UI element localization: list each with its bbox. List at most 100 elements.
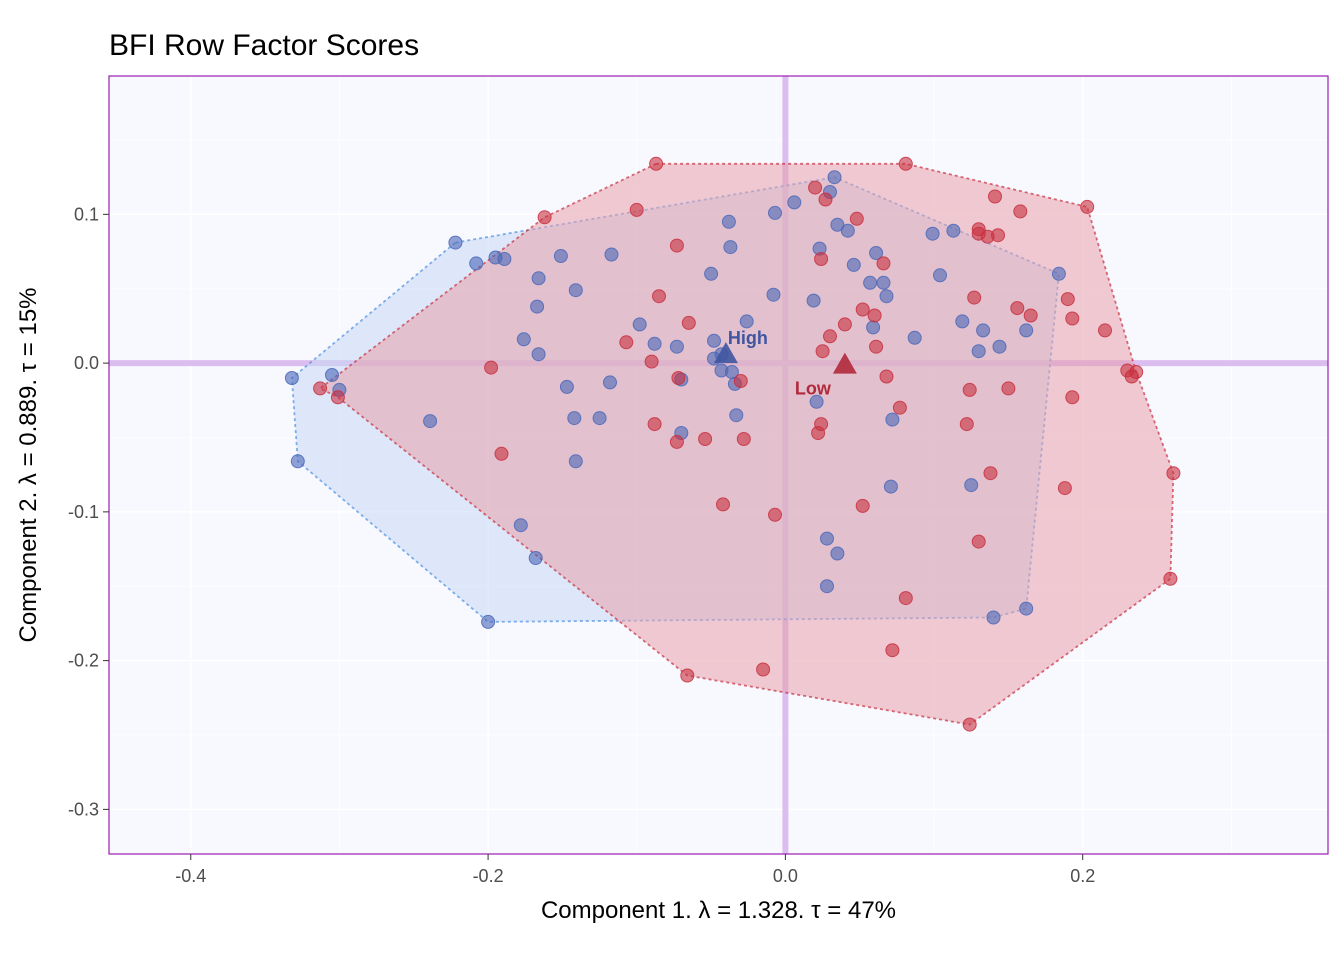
- point-low: [869, 339, 884, 354]
- point-low: [681, 315, 696, 330]
- point-low: [537, 210, 552, 225]
- point-low: [818, 192, 833, 207]
- point-low: [733, 374, 748, 388]
- point-high: [830, 546, 845, 561]
- point-high: [946, 223, 961, 238]
- point-low: [815, 344, 830, 359]
- point-low: [885, 643, 900, 658]
- point-high: [481, 614, 496, 629]
- point-high: [955, 314, 970, 329]
- x-tick-label: 0.2: [1070, 866, 1095, 886]
- point-low: [669, 434, 684, 449]
- point-high: [704, 266, 719, 281]
- x-tick-label: -0.2: [473, 866, 504, 886]
- point-high: [559, 379, 574, 394]
- point-low: [1098, 323, 1112, 338]
- point-low: [1065, 311, 1080, 326]
- point-high: [976, 323, 991, 338]
- point-high: [766, 287, 781, 302]
- point-high: [528, 551, 543, 565]
- point-high: [885, 412, 900, 427]
- point-low: [671, 371, 686, 385]
- centroid-low: [832, 352, 857, 374]
- point-low: [1129, 365, 1144, 379]
- y-tick-label: 0.1: [74, 204, 99, 224]
- point-high: [992, 339, 1007, 354]
- point-low: [313, 381, 328, 396]
- point-high: [290, 454, 305, 469]
- point-low: [1023, 308, 1038, 323]
- point-low: [768, 507, 782, 522]
- point-low: [855, 498, 870, 513]
- point-high: [787, 195, 802, 210]
- point-high: [971, 344, 986, 359]
- point-low: [1057, 481, 1072, 496]
- point-high: [933, 268, 947, 283]
- point-low: [876, 256, 891, 271]
- point-high: [768, 205, 782, 220]
- point-low: [716, 497, 730, 512]
- point-high: [830, 217, 845, 232]
- point-low: [680, 668, 695, 683]
- x-axis-ticks: -0.4 -0.2 0.0 0.2: [175, 854, 1095, 886]
- group-centroids: High Low: [713, 328, 857, 399]
- y-tick-label: -0.2: [68, 651, 99, 671]
- point-low: [855, 302, 870, 317]
- plot-panel-border: [108, 75, 1329, 855]
- point-high: [531, 271, 546, 286]
- point-low: [484, 360, 499, 375]
- point-high: [820, 531, 834, 546]
- point-low: [971, 534, 986, 549]
- point-high: [876, 275, 891, 290]
- point-high: [516, 332, 531, 347]
- point-high: [846, 257, 861, 272]
- point-low: [644, 354, 659, 369]
- point-low: [959, 417, 974, 432]
- point-low: [1163, 571, 1178, 586]
- x-tick-label: 0.0: [773, 866, 798, 886]
- point-low: [629, 202, 644, 217]
- point-high: [530, 299, 545, 314]
- point-low: [652, 289, 666, 304]
- centroid-high: [713, 342, 738, 364]
- point-high: [1051, 266, 1066, 281]
- point-high: [714, 363, 729, 378]
- point-low: [1166, 466, 1181, 481]
- point-high: [809, 394, 824, 409]
- point-high: [863, 275, 878, 290]
- point-high: [806, 293, 821, 308]
- point-low: [898, 591, 913, 606]
- point-low: [962, 717, 977, 732]
- point-high: [879, 289, 894, 304]
- point-high: [964, 478, 979, 493]
- point-high: [568, 283, 583, 298]
- point-low: [811, 426, 826, 440]
- point-low: [1001, 381, 1016, 396]
- point-low: [808, 180, 823, 195]
- point-low: [494, 446, 509, 461]
- point-low: [879, 369, 894, 384]
- point-high: [1019, 323, 1034, 338]
- point-high: [827, 170, 842, 185]
- point-high: [1019, 601, 1034, 616]
- point-low: [756, 662, 771, 677]
- point-low: [814, 252, 829, 266]
- point-high: [592, 411, 607, 426]
- point-low: [619, 335, 634, 350]
- point-low: [647, 417, 662, 432]
- point-low: [837, 317, 852, 332]
- point-low: [898, 156, 913, 171]
- point-low: [988, 189, 1002, 204]
- point-low: [867, 308, 882, 323]
- point-high: [632, 317, 647, 332]
- y-tick-label: -0.1: [68, 502, 99, 522]
- point-low: [1013, 204, 1028, 219]
- point-high: [669, 339, 684, 354]
- point-high: [907, 330, 922, 345]
- point-high: [721, 214, 736, 229]
- point-low: [330, 390, 345, 405]
- point-high: [647, 336, 662, 351]
- point-low: [823, 329, 837, 344]
- point-low: [698, 432, 713, 446]
